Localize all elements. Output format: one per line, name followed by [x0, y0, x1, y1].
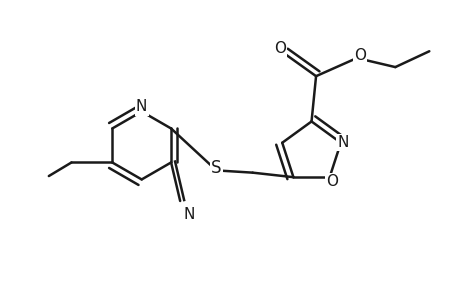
Text: S: S [211, 159, 221, 177]
Text: O: O [273, 41, 285, 56]
Text: N: N [183, 207, 195, 222]
Text: N: N [337, 135, 348, 150]
Text: N: N [136, 100, 147, 115]
Text: O: O [325, 174, 337, 189]
Text: O: O [353, 48, 365, 63]
